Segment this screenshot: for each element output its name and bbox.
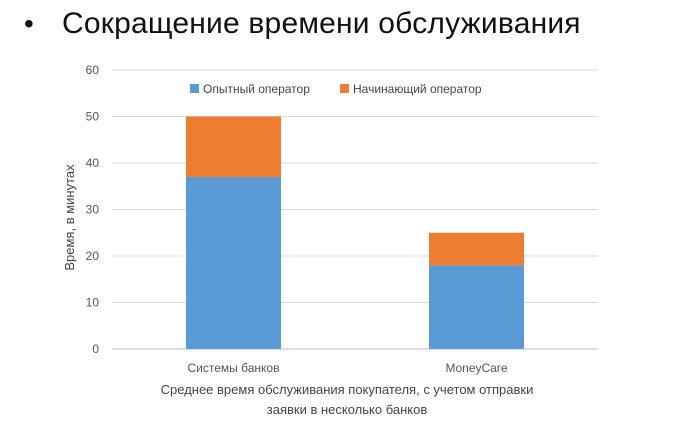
bar-beginner-1: [429, 232, 524, 266]
y-tick-label: 30: [86, 203, 100, 217]
y-axis-title: Время, в минутах: [62, 164, 77, 271]
y-tick-label: 20: [86, 249, 100, 263]
grid-lines: [112, 69, 598, 350]
y-tick-label: 60: [86, 63, 100, 77]
y-axis-ticks: 0 10 20 30 40 50 60: [86, 63, 100, 356]
y-tick-label: 50: [86, 110, 100, 124]
bar-experienced-0: [186, 176, 281, 349]
y-tick-label: 0: [92, 342, 99, 356]
legend-label: Опытный оператор: [203, 82, 310, 96]
legend-label: Начинающий оператор: [353, 82, 482, 96]
y-tick-label: 40: [86, 156, 100, 170]
x-axis-ticks: Системы банков MoneyCare: [188, 361, 508, 375]
bars: [186, 116, 524, 349]
slide-header: • Сокращение времени обслуживания: [24, 4, 667, 44]
x-axis-title-line-1: Среднее время обслуживания покупателя, с…: [161, 382, 534, 397]
legend-swatch: [190, 84, 199, 93]
y-tick-label: 10: [86, 296, 100, 310]
x-tick-label: Системы банков: [188, 361, 280, 375]
bar-beginner-0: [186, 116, 281, 177]
x-tick-label: MoneyCare: [445, 361, 507, 375]
slide-title: Сокращение времени обслуживания: [62, 7, 581, 40]
legend: Опытный оператор Начинающий оператор: [190, 82, 482, 96]
title-bullet: •: [24, 8, 34, 39]
bar-experienced-1: [429, 265, 524, 349]
legend-swatch: [340, 84, 349, 93]
x-axis-title-line-2: заявки в несколько банков: [267, 402, 428, 417]
